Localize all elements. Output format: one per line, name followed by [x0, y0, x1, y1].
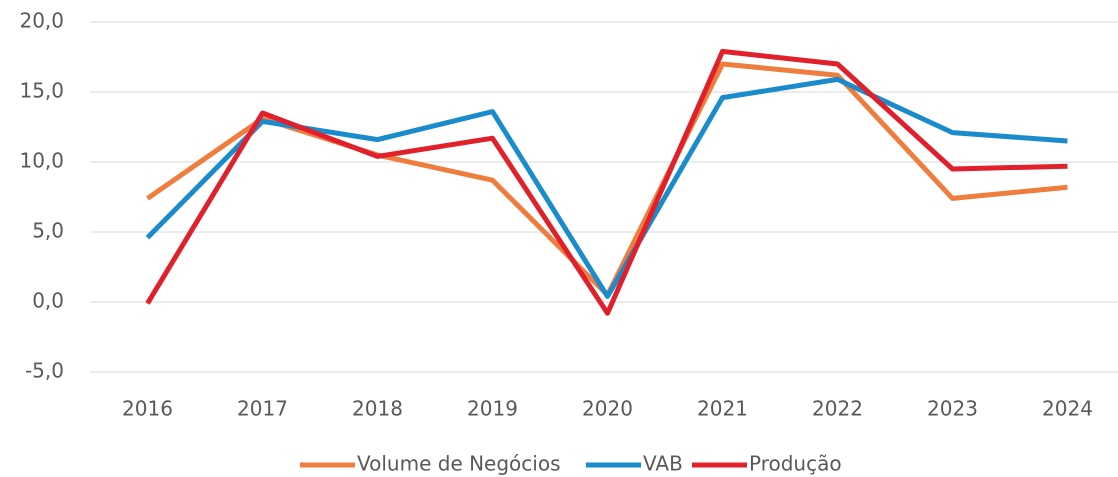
y-tick-label: 0,0: [32, 289, 64, 313]
x-tick-label: 2023: [927, 397, 978, 421]
series-line: [145, 48, 1068, 316]
legend-label: VAB: [643, 452, 683, 476]
x-tick-label: 2018: [352, 397, 403, 421]
legend-label: Volume de Negócios: [357, 452, 561, 476]
y-tick-label: 20,0: [19, 9, 64, 33]
x-tick-label: 2017: [237, 397, 288, 421]
x-tick-label: 2022: [812, 397, 863, 421]
y-tick-label: -5,0: [25, 359, 64, 383]
legend-label: Produção: [749, 452, 842, 476]
y-tick-label: 10,0: [19, 149, 64, 173]
y-tick-label: 15,0: [19, 79, 64, 103]
series-line: [146, 61, 1068, 298]
x-tick-label: 2020: [582, 397, 633, 421]
series-line: [145, 76, 1068, 299]
x-tick-label: 2016: [122, 397, 173, 421]
x-tick-label: 2021: [697, 397, 748, 421]
x-tick-label: 2019: [467, 397, 518, 421]
x-tick-label: 2024: [1042, 397, 1093, 421]
y-tick-label: 5,0: [32, 219, 64, 243]
